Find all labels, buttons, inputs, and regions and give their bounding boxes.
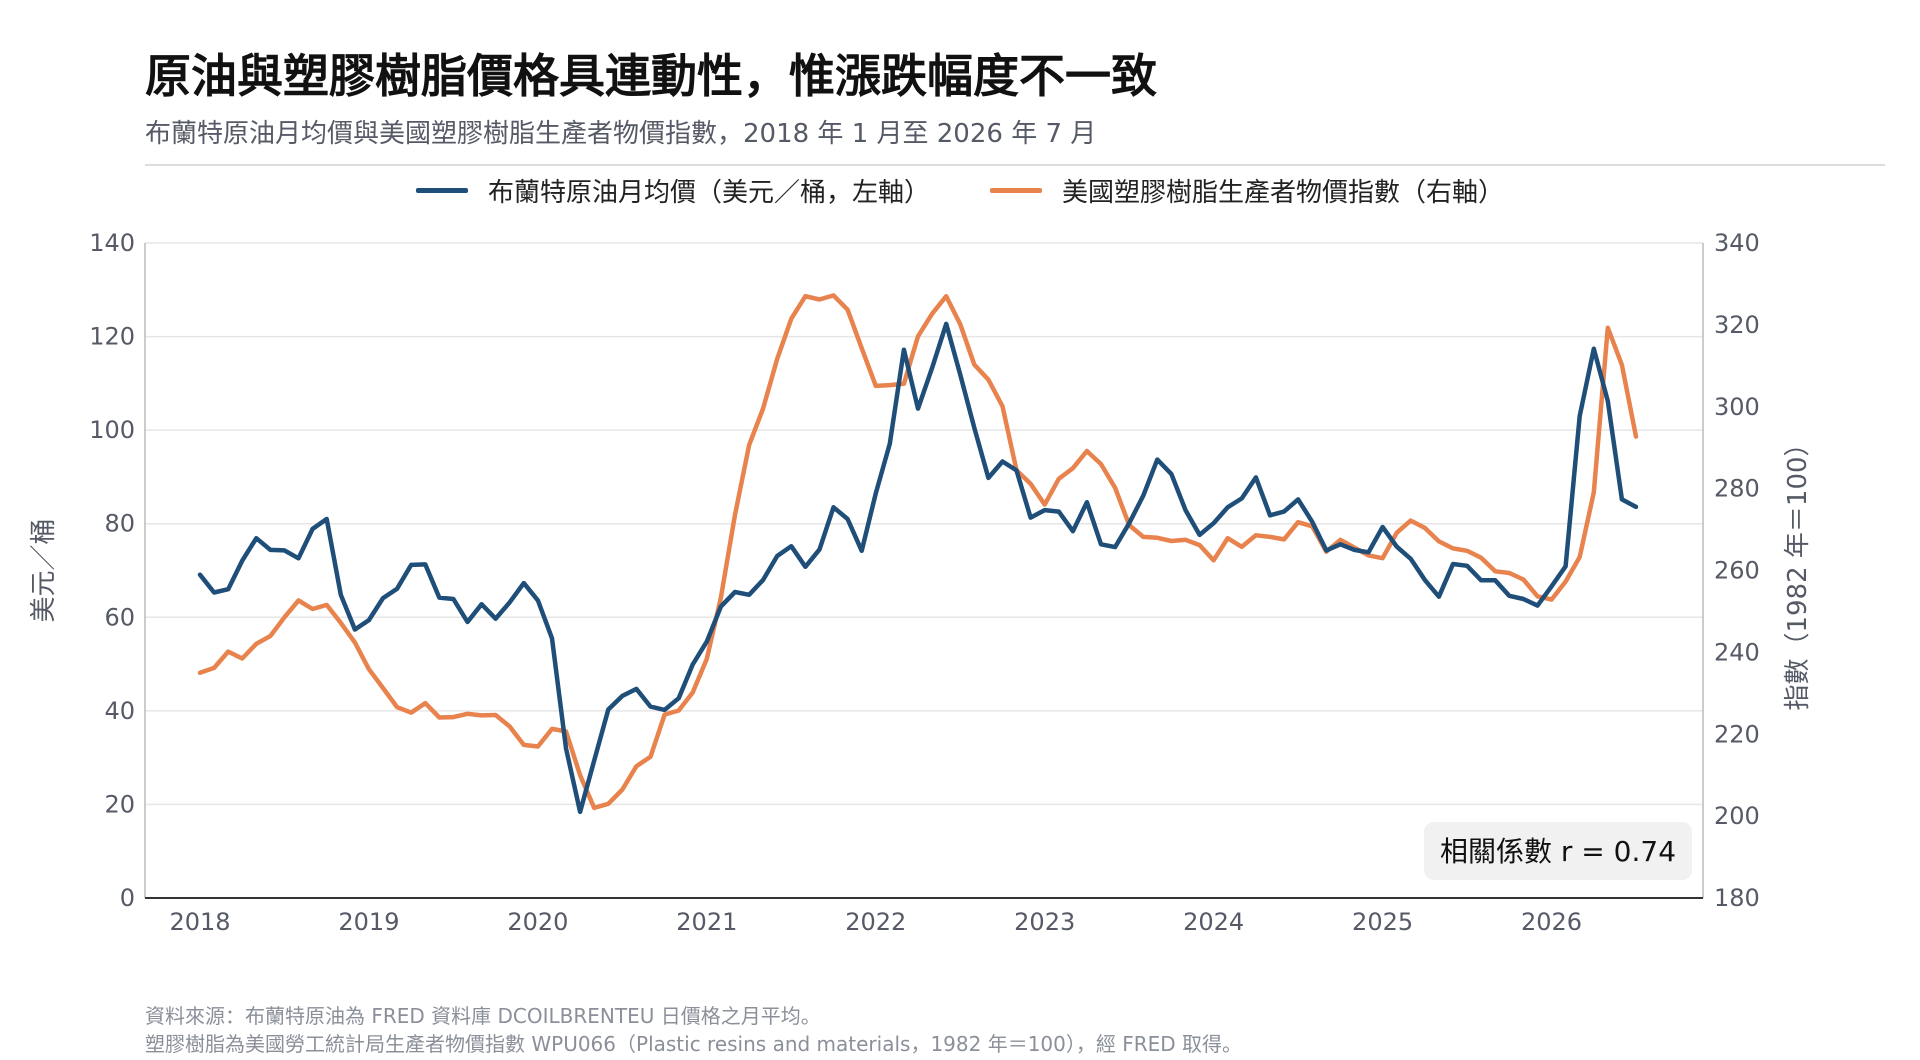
y-right-tick-label: 200 (1714, 802, 1760, 830)
x-tick-label: 2024 (1183, 908, 1244, 936)
y-left-tick-label: 100 (89, 416, 135, 444)
y-right-tick-label: 240 (1714, 638, 1760, 666)
tick-labels: 0 20 40 60 80 100 120 140 180 200 220 240 260 280 300 3… (89, 229, 1760, 936)
y-right-tick-label: 320 (1714, 311, 1760, 339)
y-right-axis-label: 指數（1982 年＝100） (1783, 430, 1813, 710)
chart-subtitle: 布蘭特原油月均價與美國塑膠樹脂生產者物價指數，2018 年 1 月至 2026 … (145, 119, 1097, 149)
y-right-tick-label: 220 (1714, 720, 1760, 748)
legend-swatch-resin (990, 187, 1042, 193)
y-left-tick-label: 120 (89, 323, 135, 351)
y-left-tick-label: 20 (104, 790, 135, 818)
y-right-tick-label: 340 (1714, 229, 1760, 257)
title-divider (145, 164, 1885, 166)
y-right-tick-label: 300 (1714, 393, 1760, 421)
chart-title: 原油與塑膠樹脂價格具連動性，惟漲跌幅度不一致 (145, 49, 1157, 103)
x-tick-label: 2019 (338, 908, 399, 936)
legend-swatch-brent (415, 187, 468, 193)
series-lines (197, 293, 1639, 815)
x-tick-label: 2022 (845, 908, 906, 936)
legend: 布蘭特原油月均價（美元／桶，左軸） 美國塑膠樹脂生產者物價指數（右軸） (0, 170, 1920, 210)
x-tick-label: 2020 (507, 908, 568, 936)
y-left-axis-label: 美元／桶 (29, 518, 59, 622)
y-right-tick-label: 180 (1714, 884, 1760, 912)
correlation-annotation: 相關係數 r = 0.74 (1424, 822, 1692, 880)
axes: 美元／桶 指數（1982 年＝100） (29, 243, 1813, 899)
legend-item-resin: 美國塑膠樹脂生產者物價指數（右軸） (990, 172, 1504, 209)
x-tick-label: 2018 (169, 908, 230, 936)
y-right-tick-label: 280 (1714, 475, 1760, 503)
annotation-text: 相關係數 r = 0.74 (1440, 835, 1676, 868)
y-right-tick-label: 260 (1714, 557, 1760, 585)
x-tick-label: 2026 (1521, 908, 1582, 936)
x-tick-label: 2025 (1352, 908, 1413, 936)
y-left-tick-label: 60 (104, 603, 135, 631)
footnote-source-2: 塑膠樹脂為美國勞工統計局生產者物價指數 WPU066（Plastic resin… (145, 1032, 1243, 1056)
y-left-tick-label: 80 (104, 510, 135, 538)
y-left-tick-label: 140 (89, 229, 135, 257)
y-left-tick-label: 40 (104, 697, 135, 725)
y-left-tick-label: 0 (120, 884, 135, 912)
legend-label-brent: 布蘭特原油月均價（美元／桶，左軸） (487, 177, 930, 208)
annotation-box (1424, 822, 1692, 880)
x-tick-label: 2023 (1014, 908, 1075, 936)
legend-label-resin: 美國塑膠樹脂生產者物價指數（右軸） (1062, 177, 1505, 208)
x-tick-label: 2021 (676, 908, 737, 936)
series-line-resin (197, 293, 1639, 811)
footnote-source-1: 資料來源：布蘭特原油為 FRED 資料庫 DCOILBRENTEU 日價格之月平… (145, 1004, 821, 1028)
series-line-brent (197, 321, 1639, 815)
grid-lines (145, 242, 1703, 806)
legend-item-brent: 布蘭特原油月均價（美元／桶，左軸） (415, 172, 930, 209)
